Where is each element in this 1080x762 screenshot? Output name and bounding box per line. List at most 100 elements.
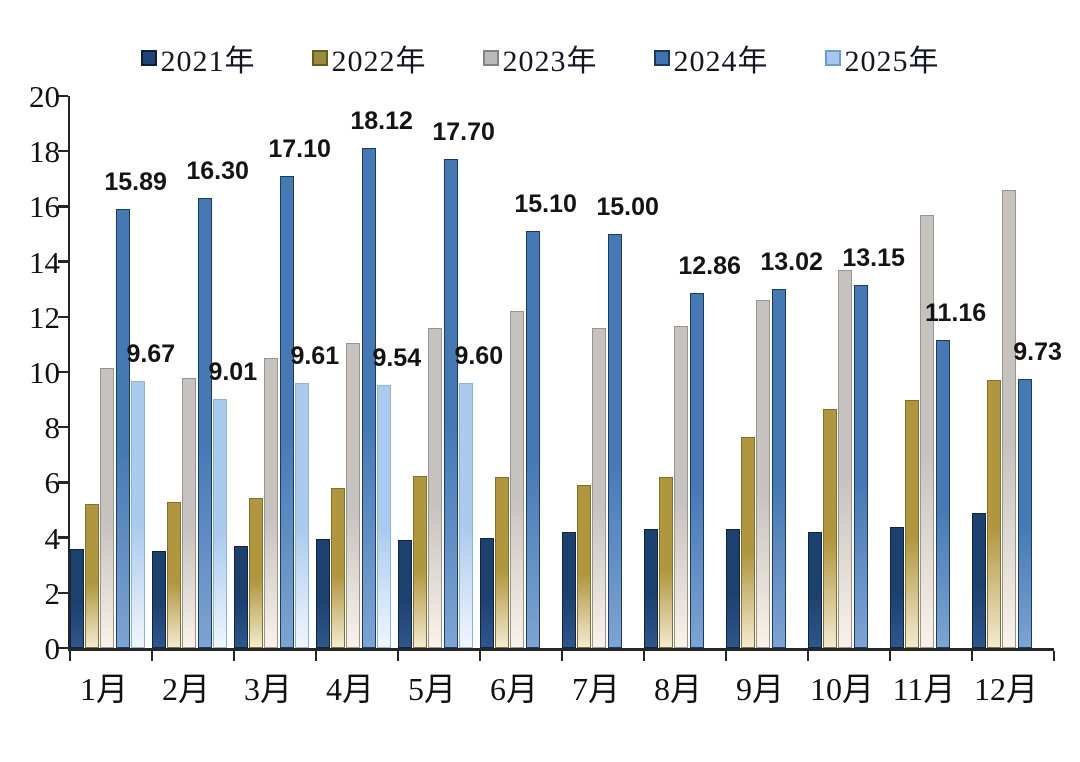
bar-2024年-2月	[197, 198, 212, 648]
x-axis-tick	[888, 651, 892, 661]
x-axis-label-5月: 5月	[407, 671, 457, 707]
bar-2024年-3月	[279, 176, 294, 648]
bar-2023年-9月	[756, 300, 771, 648]
bar-2021年-11月	[890, 526, 904, 648]
data-label-2025年-3月: 9.61	[290, 341, 340, 370]
bar-2022年-12月	[987, 380, 1002, 648]
bar-2021年-7月	[562, 532, 576, 648]
y-axis-label: 4	[44, 520, 61, 556]
y-axis-label: 18	[29, 134, 60, 170]
data-label-2024年-10月: 13.15	[842, 244, 905, 273]
bar-2025年-1月	[130, 381, 145, 648]
bar-2024年-8月	[689, 293, 704, 648]
y-axis-label: 12	[29, 299, 60, 335]
bar-2024年-10月	[853, 285, 868, 648]
bar-2022年-10月	[823, 409, 838, 648]
bar-2025年-2月	[212, 399, 227, 648]
x-axis-label-7月: 7月	[571, 671, 621, 707]
x-axis-label-12月: 12月	[973, 671, 1039, 707]
y-axis-tick	[58, 646, 68, 650]
chart-legend: 2021年 2022年 2023年 2024年 2025年	[0, 38, 1080, 78]
bar-2024年-5月	[443, 159, 458, 648]
x-axis-label-6月: 6月	[489, 671, 539, 707]
bar-2021年-12月	[972, 512, 986, 648]
data-label-2024年-8月: 12.86	[678, 252, 741, 281]
legend-swatch-icon	[653, 50, 670, 66]
bar-2022年-3月	[249, 497, 264, 648]
bar-2023年-12月	[1002, 189, 1017, 648]
bar-2021年-2月	[152, 551, 166, 648]
y-axis-tick	[58, 94, 68, 98]
legend-swatch-icon	[311, 50, 328, 66]
y-axis-tick	[58, 260, 68, 263]
legend-item-2021年: 2021年	[140, 36, 256, 80]
legend-label: 2025年	[844, 45, 940, 78]
x-axis-label-9月: 9月	[735, 671, 785, 707]
bar-2022年-7月	[577, 485, 592, 648]
bar-2023年-2月	[182, 377, 197, 648]
y-axis-tick	[58, 205, 68, 208]
x-axis-tick	[806, 651, 810, 661]
data-label-2024年-9月: 13.02	[760, 247, 823, 276]
x-axis-tick	[560, 651, 564, 661]
bar-2022年-11月	[905, 399, 920, 648]
legend-label: 2022年	[331, 45, 427, 78]
bar-2022年-1月	[85, 504, 100, 648]
x-axis-tick	[1052, 651, 1056, 661]
y-axis-label: 14	[29, 244, 60, 280]
x-axis-tick	[642, 651, 646, 661]
x-axis-tick	[970, 651, 974, 661]
x-axis-label-4月: 4月	[325, 671, 375, 707]
bar-2021年-1月	[70, 548, 84, 648]
bar-2022年-6月	[495, 476, 510, 648]
bar-2022年-5月	[413, 475, 428, 648]
bar-2021年-4月	[316, 538, 330, 648]
bar-2024年-12月	[1017, 379, 1032, 648]
legend-swatch-icon	[482, 50, 499, 66]
data-label-2024年-4月: 18.12	[350, 106, 413, 135]
data-label-2025年-5月: 9.60	[454, 342, 504, 371]
y-axis-tick	[58, 481, 68, 484]
data-label-2024年-7月: 15.00	[596, 193, 659, 221]
bar-2024年-1月	[115, 209, 130, 648]
bar-2023年-1月	[100, 367, 115, 648]
x-axis-tick	[314, 651, 318, 661]
bar-2022年-9月	[741, 436, 756, 648]
bar-2022年-2月	[167, 501, 182, 648]
plot-area: 0 2 4 6 8 10 12 14 16 18 20 1月 2月 3月 4月 5月 6月 7月 8月 9月 10月 11…	[29, 81, 1062, 707]
legend-label: 2024年	[673, 45, 769, 78]
data-label-2024年-2月: 16.30	[186, 157, 249, 186]
bar-2021年-8月	[644, 529, 658, 648]
data-label-2024年-1月: 15.89	[104, 168, 167, 197]
bar-2021年-9月	[726, 529, 740, 648]
x-axis-tick	[478, 651, 482, 661]
x-axis-tick	[68, 651, 72, 661]
legend-swatch-icon	[140, 50, 157, 66]
bar-2021年-5月	[398, 540, 412, 648]
bar-2023年-3月	[264, 358, 279, 648]
data-label-2024年-6月: 15.10	[514, 190, 577, 219]
bar-2023年-6月	[510, 311, 525, 648]
y-axis-tick	[58, 591, 68, 595]
data-label-2024年-5月: 17.70	[432, 118, 495, 147]
x-axis-label-3月: 3月	[243, 671, 293, 707]
x-axis-tick	[232, 651, 236, 661]
x-axis-label-8月: 8月	[653, 671, 703, 707]
y-axis-tick	[58, 149, 68, 153]
y-axis-label: 8	[44, 410, 61, 446]
data-label-2024年-3月: 17.10	[268, 135, 331, 164]
bar-2025年-5月	[458, 383, 473, 648]
x-axis-tick	[396, 651, 400, 661]
bar-2023年-11月	[920, 214, 935, 648]
y-axis-label: 2	[44, 575, 61, 611]
bar-2024年-4月	[361, 147, 376, 648]
y-axis-label: 0	[44, 631, 61, 666]
data-label-2024年-11月: 11.16	[925, 298, 987, 327]
bar-2024年-6月	[525, 231, 540, 648]
bar-2022年-8月	[659, 476, 674, 648]
y-axis-tick	[58, 315, 68, 319]
x-axis-tick	[150, 651, 154, 661]
legend-item-2025年: 2025年	[824, 36, 940, 80]
bar-2023年-10月	[838, 269, 853, 648]
legend-item-2022年: 2022年	[311, 36, 427, 80]
